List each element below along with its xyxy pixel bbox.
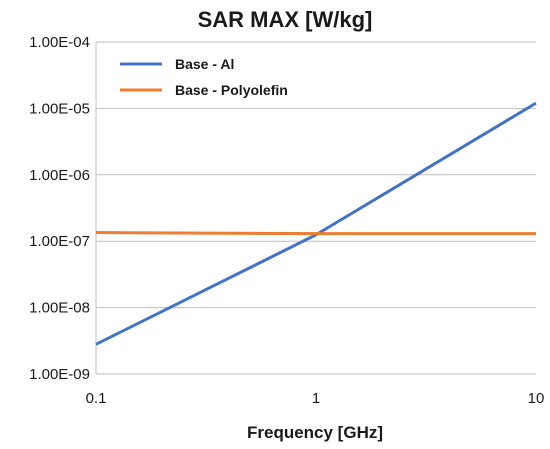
x-tick-label: 0.1 [86, 390, 107, 407]
y-tick-label: 1.00E-05 [29, 100, 90, 117]
legend-label: Base - Al [175, 56, 234, 72]
x-tick-label: 10 [528, 390, 545, 407]
series-lines [95, 101, 537, 346]
series-line-1 [95, 101, 537, 346]
x-axis-label: Frequency [GHz] [247, 423, 383, 442]
y-tick-label: 1.00E-04 [29, 34, 90, 51]
y-tick-label: 1.00E-07 [29, 233, 90, 250]
y-tick-label: 1.00E-08 [29, 300, 90, 317]
y-axis-ticks: 1.00E-09 1.00E-08 1.00E-07 1.00E-06 1.00E-05… [29, 34, 90, 383]
y-tick-label: 1.00E-09 [29, 366, 90, 383]
gridlines [95, 41, 536, 375]
x-tick-label: 1 [312, 390, 320, 407]
y-tick-label: 1.00E-06 [29, 167, 90, 184]
series-line-2 [95, 231, 536, 236]
legend: Base - Al Base - Polyolefin [120, 56, 288, 98]
chart-title: SAR MAX [W/kg] [198, 7, 373, 32]
legend-label: Base - Polyolefin [175, 82, 288, 98]
x-axis-ticks: 0.1 1 10 [86, 390, 545, 407]
